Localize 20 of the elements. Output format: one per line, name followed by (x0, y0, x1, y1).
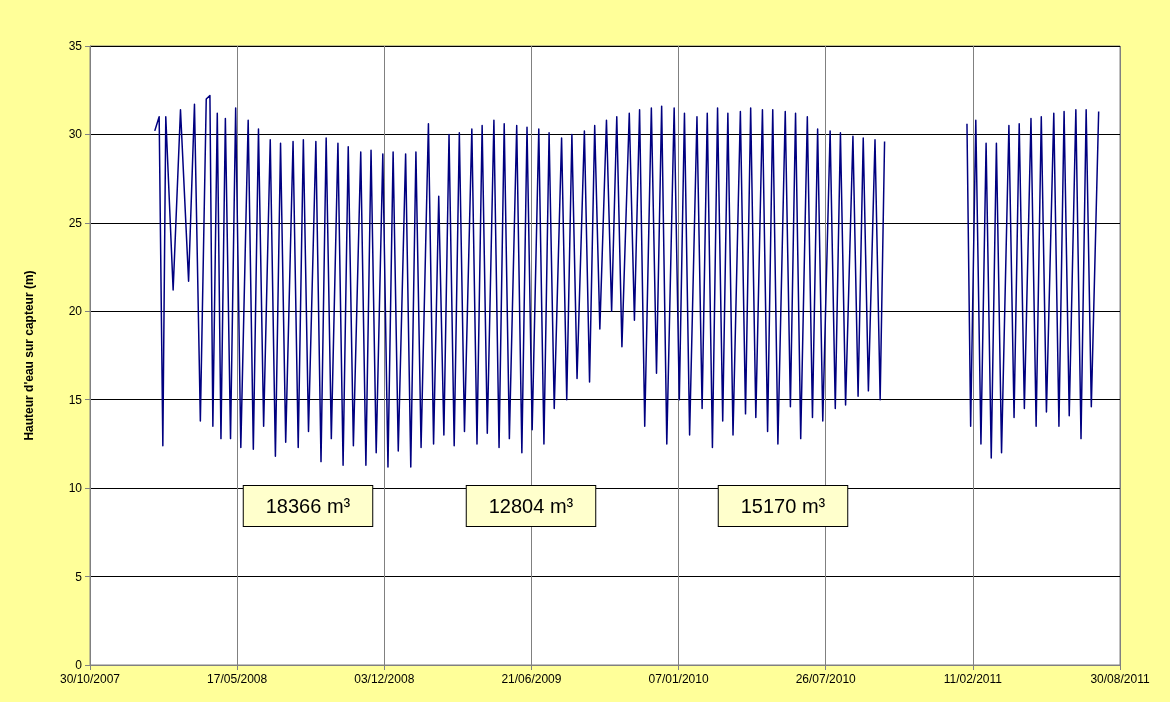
x-tick-label: 11/02/2011 (943, 672, 1003, 686)
x-tick-label: 30/10/2007 (59, 672, 121, 686)
annotation: 12804 m³ (488, 495, 574, 517)
y-tick-label: 15 (68, 392, 83, 407)
x-tick-label: 03/12/2008 (354, 672, 415, 686)
y-tick-label: 0 (75, 658, 83, 672)
y-tick-label: 25 (68, 215, 83, 230)
y-tick-label: 30 (68, 127, 83, 142)
y-tick-label: 35 (68, 39, 83, 53)
y-tick-label: 20 (68, 304, 83, 319)
y-tick-label: 5 (75, 569, 83, 584)
x-tick-label: 17/05/2008 (207, 672, 268, 686)
x-tick-label: 07/01/2010 (648, 672, 709, 686)
x-tick-label: 26/07/2010 (795, 672, 857, 686)
annotation: 15170 m³ (740, 495, 826, 517)
y-axis-title: Hauteur d'eau sur capteur (m) (22, 270, 36, 441)
x-tick-label: 21/06/2009 (501, 672, 562, 686)
y-tick-label: 10 (68, 481, 83, 496)
annotation: 18366 m³ (265, 495, 351, 517)
x-tick-label: 30/08/2011 (1090, 672, 1150, 686)
